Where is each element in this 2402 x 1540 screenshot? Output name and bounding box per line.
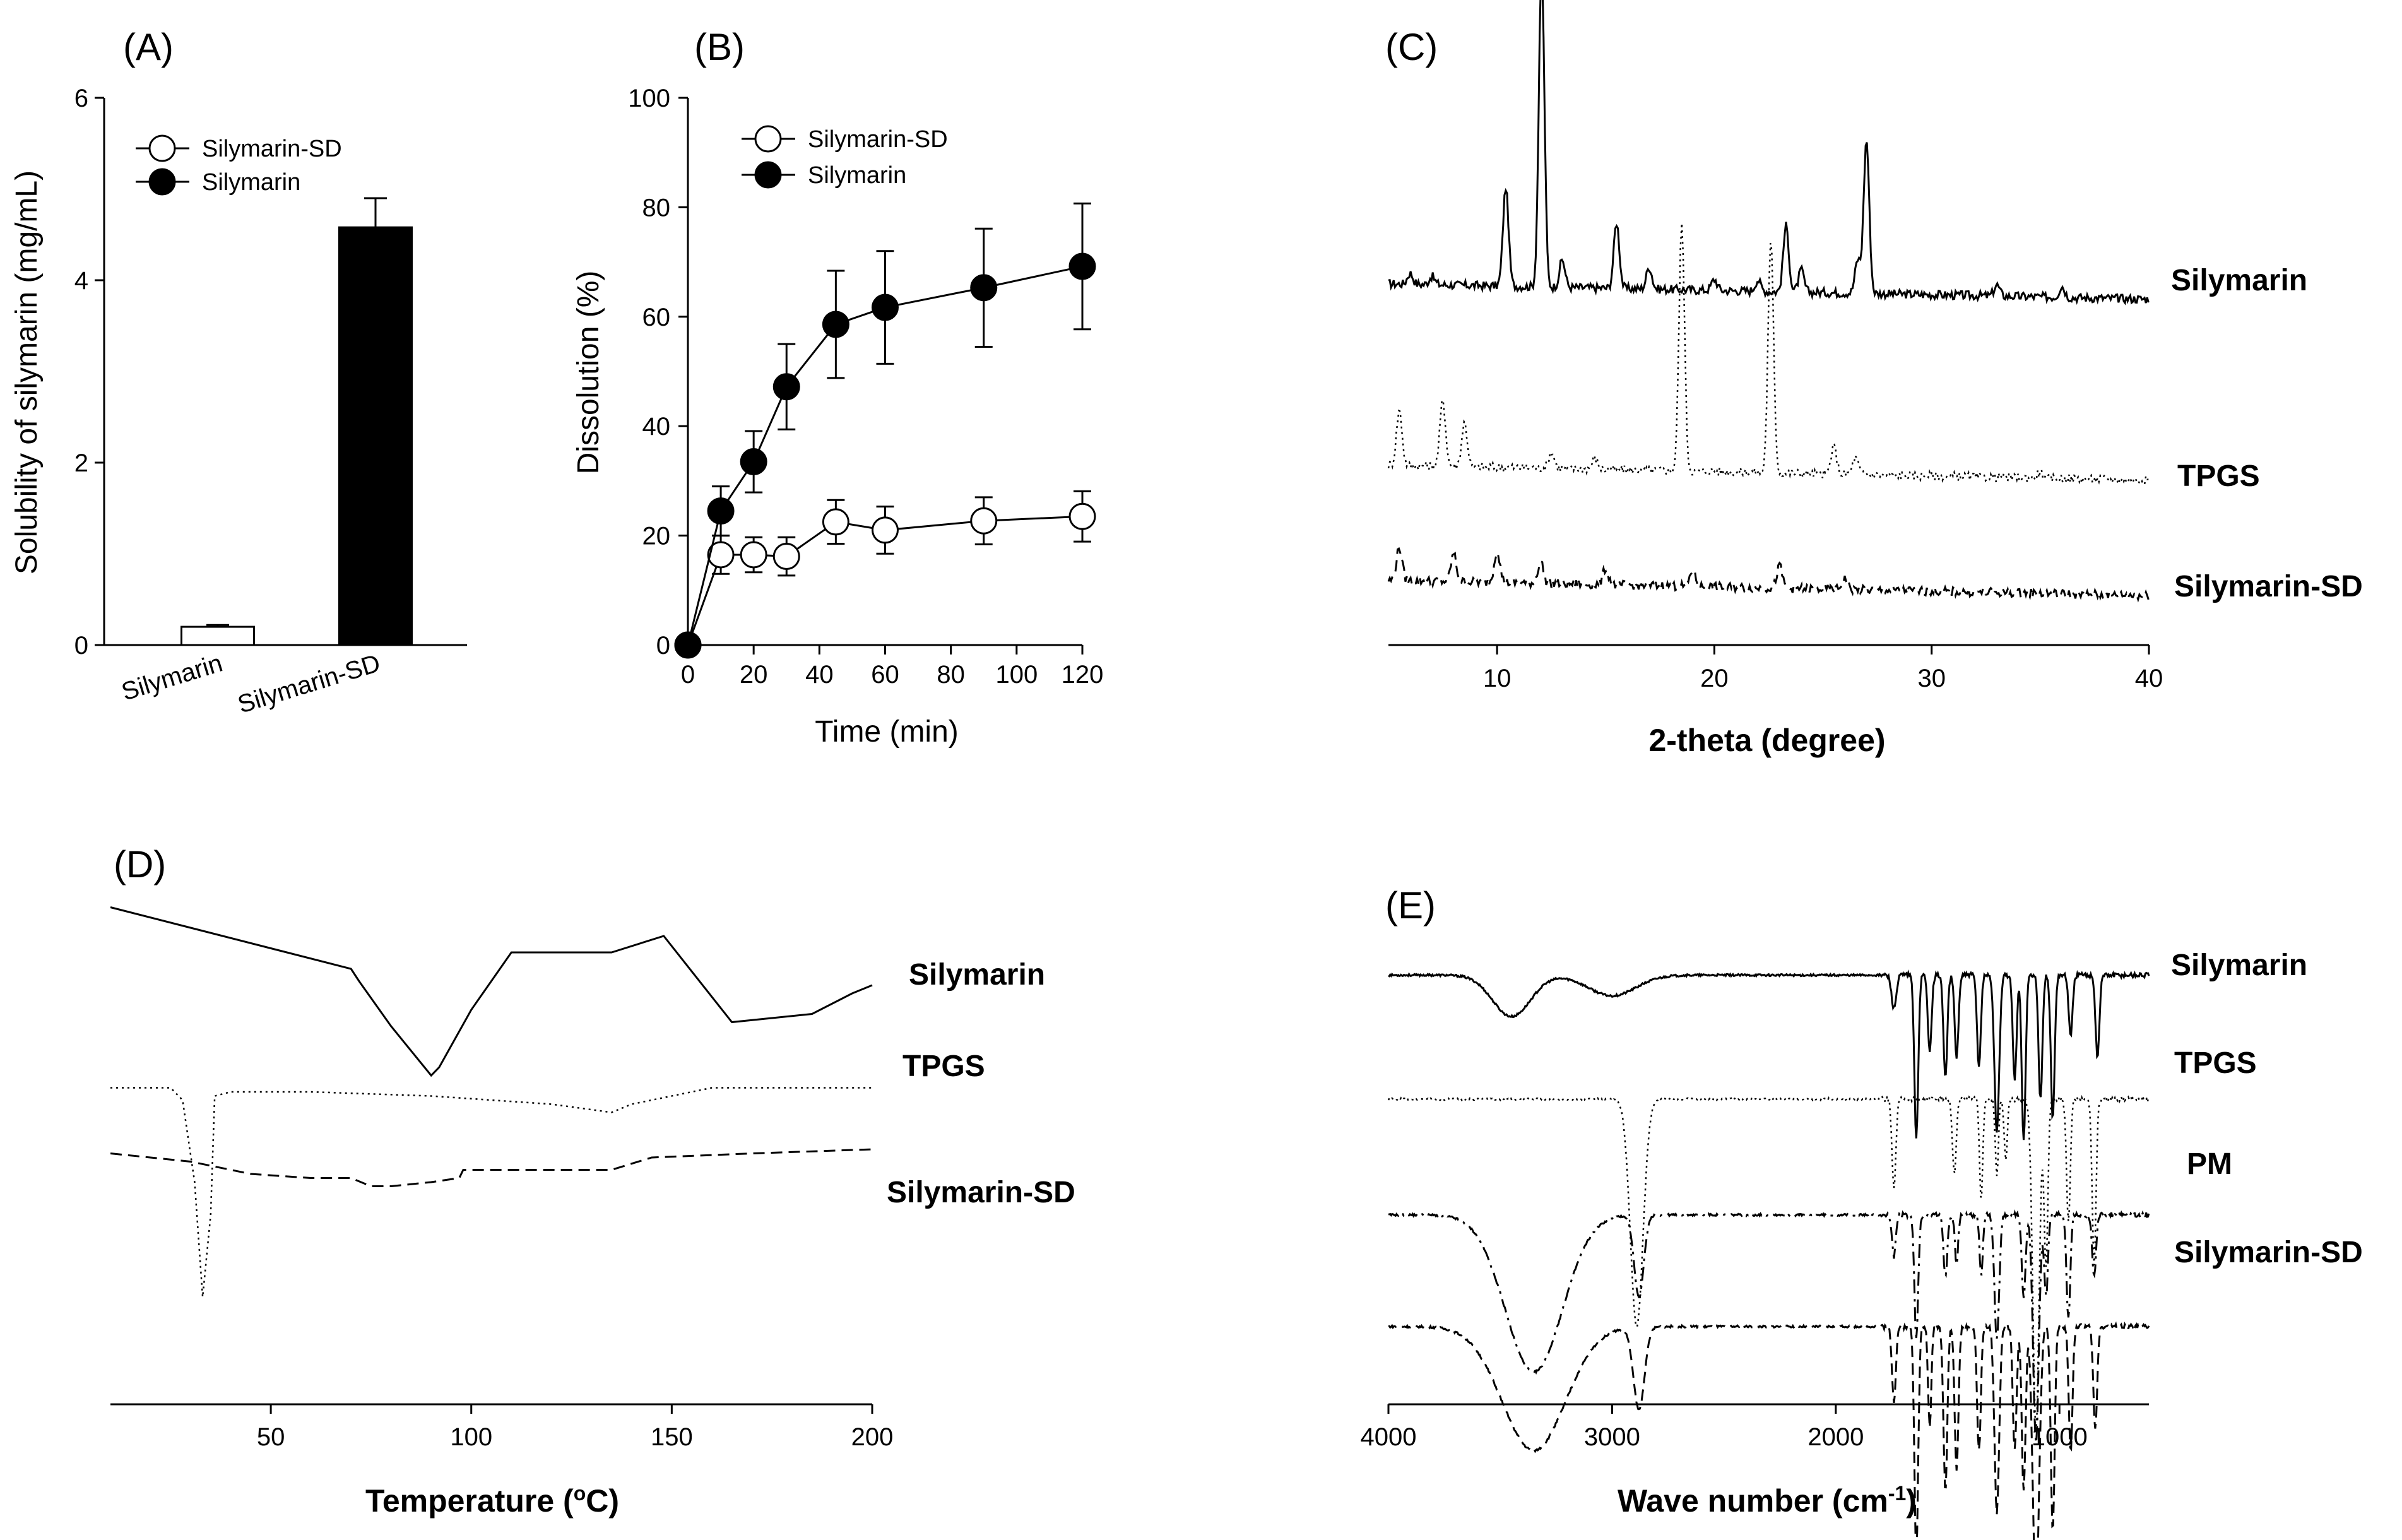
panel-b-point-silymarin: [970, 274, 998, 302]
panel-b-ytick-label: 100: [628, 85, 670, 112]
panel-b-label: (B): [694, 26, 745, 68]
panel-c-xtick-label: 10: [1483, 665, 1512, 692]
panel-b-legend-marker-sd: [754, 125, 782, 153]
panel-d-xtick-label: 100: [450, 1423, 492, 1451]
panel-b-legend-label-silymarin: Silymarin: [808, 162, 906, 189]
panel-d-trace-label-sd: Silymarin-SD: [887, 1176, 1075, 1209]
panel-c: (C) 10 20 30 40 2-theta (degree) Silymarin …: [1385, 0, 2363, 758]
panel-d-x-label: Temperature (oC): [365, 1482, 619, 1519]
panel-d-trace-silymarin: [110, 906, 873, 1077]
panel-d-xtick-label: 150: [651, 1423, 693, 1451]
panel-b-xtick-label: 100: [995, 661, 1038, 689]
panel-b-xtick-label: 80: [937, 661, 965, 689]
panel-c-trace-label-tpgs: TPGS: [2177, 459, 2260, 493]
panel-a: (A) 0 2 4 6 Solubility of silymarin (mg/mL)…: [10, 26, 467, 719]
panel-b-point-silymarin: [707, 497, 735, 525]
panel-b-point-sd: [707, 541, 735, 569]
panel-d: (D) 50 100 150 200 Temperature (oC) Silymar…: [110, 843, 1075, 1519]
panel-b-ytick-label: 0: [656, 632, 670, 660]
panel-b-point-sd: [1068, 502, 1096, 530]
panel-e-x-label: Wave number (cm-1): [1618, 1482, 1917, 1519]
panel-d-label: (D): [114, 843, 166, 886]
panel-e-xtick-label: 4000: [1361, 1423, 1417, 1451]
panel-b-xtick-label: 120: [1062, 661, 1104, 689]
panel-a-ytick-label: 6: [74, 85, 88, 112]
panel-c-xtick-label: 20: [1700, 665, 1729, 692]
panel-b: (B) 0 20 40 60 80 100 0 20 40 60 80 100 120 Dissolut…: [572, 26, 1103, 749]
panel-c-xtick-label: 40: [2135, 665, 2163, 692]
panel-a-bar: [338, 226, 413, 646]
panel-d-xtick-label: 200: [851, 1423, 894, 1451]
panel-d-trace-silymarin-sd: [110, 1148, 873, 1187]
panel-a-ytick-label: 0: [74, 632, 88, 660]
panel-c-trace-label-sd: Silymarin-SD: [2174, 570, 2363, 603]
panel-b-legend-label-sd: Silymarin-SD: [808, 126, 948, 153]
panel-d-trace-label-silymarin: Silymarin: [909, 958, 1045, 992]
panel-c-trace-label-silymarin: Silymarin: [2171, 264, 2307, 297]
panel-e-trace-label-pm: PM: [2187, 1147, 2232, 1181]
panel-c-trace-tpgs: [1387, 223, 2149, 487]
panel-b-legend: Silymarin-SD Silymarin: [742, 125, 948, 189]
panel-e-trace-label-tpgs: TPGS: [2174, 1046, 2257, 1080]
panel-d-trace-label-tpgs: TPGS: [902, 1050, 985, 1083]
panel-b-x-label: Time (min): [815, 715, 959, 749]
panel-b-point-silymarin: [674, 631, 702, 659]
panel-d-trace-tpgs: [110, 1087, 872, 1298]
panel-b-point-silymarin: [1068, 252, 1096, 280]
panel-e-trace-silymarin: [1388, 969, 2150, 1140]
panel-c-xtick-label: 30: [1917, 665, 1946, 692]
panel-b-xtick-label: 40: [805, 661, 834, 689]
panel-e-label: (E): [1385, 884, 1436, 927]
panel-e-trace-pm: [1388, 1209, 2150, 1443]
panel-b-point-silymarin: [740, 448, 767, 476]
panel-a-ytick-label: 2: [74, 449, 88, 477]
panel-a-legend: Silymarin-SD Silymarin: [136, 134, 342, 196]
panel-b-ytick-label: 80: [642, 194, 671, 222]
panel-b-point-silymarin: [822, 311, 849, 338]
panel-a-y-label: Solubility of silymarin (mg/mL): [10, 170, 44, 574]
panel-b-point-sd: [970, 507, 998, 535]
panel-a-legend-label-silymarin: Silymarin: [202, 169, 300, 196]
panel-c-trace-silymarin: [1388, 0, 2150, 305]
panel-d-xtick-label: 50: [257, 1423, 285, 1451]
panel-e-trace-tpgs: [1387, 1093, 2150, 1430]
panel-e-trace-silymarin-sd: [1388, 1321, 2150, 1540]
panel-b-xtick-label: 0: [681, 661, 695, 689]
panel-b-point-sd: [872, 516, 899, 544]
panel-e-xtick-label: 3000: [1584, 1423, 1640, 1451]
panel-a-category-label: Silymarin-SD: [235, 649, 384, 719]
panel-a-legend-marker-silymarin: [148, 168, 176, 196]
panel-b-ytick-label: 40: [642, 413, 671, 441]
panel-e-xtick-label: 2000: [1807, 1423, 1864, 1451]
panel-b-point-sd: [740, 541, 767, 569]
panel-a-label: (A): [123, 26, 174, 68]
panel-e-trace-label-sd: Silymarin-SD: [2174, 1236, 2363, 1269]
panel-c-label: (C): [1385, 26, 1438, 68]
panel-b-point-silymarin: [772, 373, 800, 401]
panel-c-trace-silymarin-sd: [1387, 547, 2150, 603]
panel-a-legend-marker-sd: [148, 134, 176, 162]
panel-a-ytick-label: 4: [74, 267, 88, 295]
panel-a-category-label: Silymarin: [118, 649, 225, 706]
panel-b-xtick-label: 20: [740, 661, 768, 689]
panel-e: (E) 4000 3000 2000 1000 Wave number (cm-1) …: [1361, 884, 2363, 1540]
panel-b-point-sd: [772, 543, 800, 571]
panel-b-legend-marker-silymarin: [754, 161, 782, 189]
panel-b-xtick-label: 60: [871, 661, 899, 689]
panel-b-point-sd: [822, 508, 849, 536]
panel-b-point-silymarin: [872, 293, 899, 321]
panel-e-trace-label-silymarin: Silymarin: [2171, 949, 2307, 982]
panel-c-x-label: 2-theta (degree): [1648, 723, 1885, 758]
panel-b-ytick-label: 60: [642, 304, 671, 331]
panel-a-bar: [180, 625, 255, 646]
panel-b-y-label: Dissolution (%): [572, 271, 605, 475]
panel-b-ytick-label: 20: [642, 523, 671, 550]
panel-a-legend-label-sd: Silymarin-SD: [202, 136, 342, 162]
